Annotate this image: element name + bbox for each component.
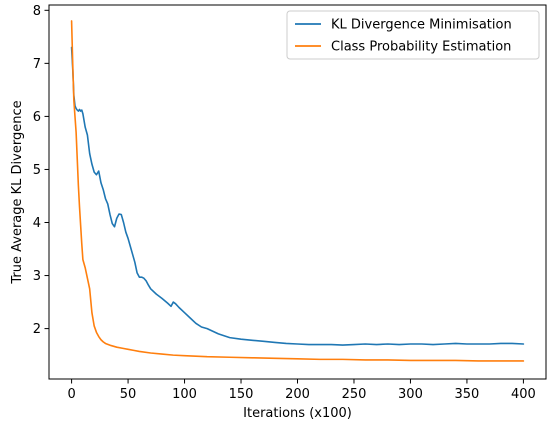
series-line-1 <box>70 20 525 362</box>
x-tick-label: 200 <box>285 387 310 402</box>
plot-area <box>70 20 525 362</box>
legend-label-1: Class Probability Estimation <box>331 40 511 55</box>
y-tick-label: 2 <box>33 322 41 337</box>
y-tick-label: 6 <box>33 110 41 125</box>
y-tick-label: 4 <box>33 216 41 231</box>
x-tick-label: 100 <box>172 387 197 402</box>
y-tick-label: 7 <box>33 57 41 72</box>
legend-box <box>286 10 540 60</box>
x-tick-label: 300 <box>398 387 423 402</box>
y-tick-label: 3 <box>33 269 41 284</box>
y-tick-label: 8 <box>33 4 41 19</box>
series-line-0 <box>70 46 525 346</box>
axes: 0 50 100 150 200 250 300 350 400 2 3 4 5 6 7 8 Iteration… <box>10 4 547 421</box>
legend-label-0: KL Divergence Minimisation <box>331 18 512 33</box>
y-axis-label: True Average KL Divergence <box>10 100 25 284</box>
x-tick-label: 250 <box>342 387 367 402</box>
x-tick-label: 50 <box>120 387 137 402</box>
x-axis-label: Iterations (x100) <box>243 406 352 421</box>
x-tick-label: 150 <box>229 387 254 402</box>
x-tick-label: 0 <box>67 387 75 402</box>
x-tick-label: 400 <box>511 387 536 402</box>
y-tick-label: 5 <box>33 163 41 178</box>
x-tick-label: 350 <box>455 387 480 402</box>
legend: KL Divergence Minimisation Class Probabil… <box>286 10 540 60</box>
